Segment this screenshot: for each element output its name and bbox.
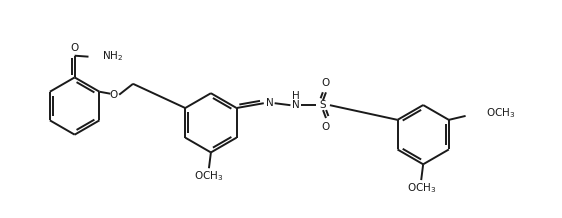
Text: O: O [322,122,330,132]
Text: OCH$_3$: OCH$_3$ [194,169,224,183]
Text: S: S [320,100,327,110]
Text: OCH$_3$: OCH$_3$ [406,181,436,195]
Text: O: O [322,78,330,89]
Text: O: O [109,90,117,100]
Text: N: N [292,100,300,110]
Text: O: O [71,43,79,53]
Text: H: H [292,91,300,101]
Text: N: N [266,98,274,108]
Text: OCH$_3$: OCH$_3$ [486,106,516,120]
Text: NH$_2$: NH$_2$ [102,49,124,63]
